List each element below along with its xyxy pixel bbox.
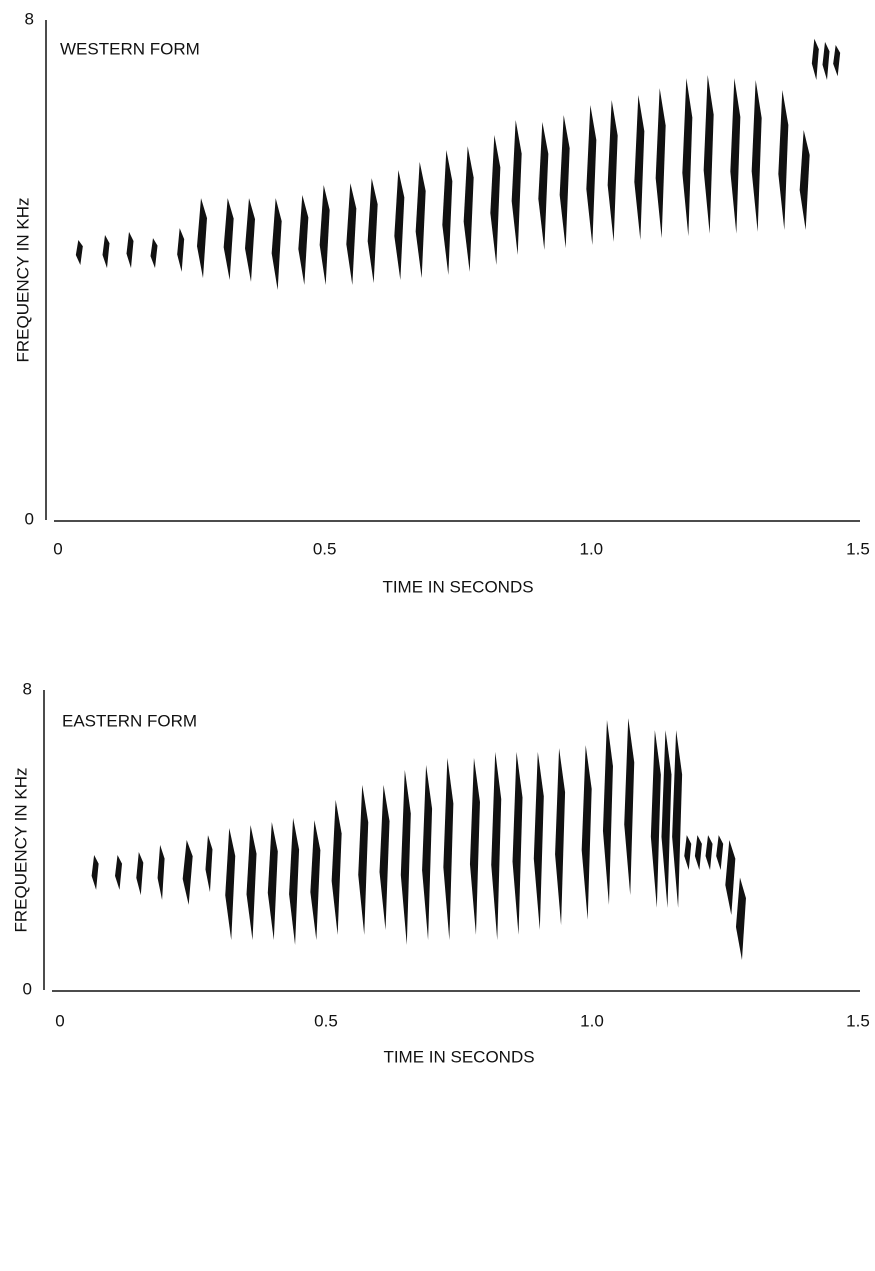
x-tick-label: 0 — [53, 539, 62, 558]
x-tick-label: 0.5 — [313, 539, 337, 558]
x-axis-label: TIME IN SECONDS — [382, 577, 533, 596]
note — [310, 820, 321, 941]
note — [182, 840, 193, 905]
note — [136, 852, 144, 896]
note — [177, 228, 185, 272]
y-tick-label: 0 — [23, 979, 32, 998]
note — [367, 178, 378, 284]
note — [778, 90, 789, 230]
note — [267, 822, 278, 941]
note — [75, 240, 83, 265]
note — [422, 765, 433, 941]
note — [811, 38, 819, 80]
note — [91, 855, 99, 890]
note — [799, 130, 810, 230]
note — [833, 45, 841, 77]
note — [415, 161, 426, 279]
y-axis-label: FREQUENCY IN KHz — [11, 768, 30, 933]
note — [538, 121, 549, 250]
note — [581, 745, 592, 920]
note — [346, 183, 357, 285]
note — [694, 835, 702, 870]
note — [150, 238, 158, 269]
note — [725, 840, 736, 915]
note — [682, 78, 693, 237]
note — [716, 835, 724, 870]
note — [400, 769, 411, 945]
note — [511, 120, 522, 255]
note — [469, 757, 480, 935]
x-tick-label: 1.0 — [580, 539, 604, 558]
panel-title: WESTERN FORM — [60, 39, 200, 58]
y-axis-label: FREQUENCY IN KHz — [13, 198, 32, 363]
note — [650, 730, 661, 908]
note — [331, 799, 342, 935]
y-tick-label: 8 — [25, 9, 34, 28]
x-axis-label: TIME IN SECONDS — [383, 1047, 534, 1066]
note — [491, 751, 502, 941]
panel-title: EASTERN FORM — [62, 711, 197, 730]
note — [102, 235, 110, 269]
note — [555, 748, 566, 926]
note — [443, 757, 454, 941]
note — [490, 135, 501, 265]
note — [533, 751, 544, 930]
note — [703, 75, 714, 234]
note — [126, 231, 134, 269]
note — [822, 41, 830, 80]
note — [394, 170, 405, 280]
x-tick-label: 0 — [55, 1011, 64, 1030]
note — [684, 835, 692, 870]
y-tick-label: 8 — [23, 679, 32, 698]
note — [661, 730, 672, 908]
note — [602, 720, 613, 905]
note — [705, 835, 713, 870]
note — [730, 78, 741, 234]
x-tick-label: 1.0 — [580, 1011, 604, 1030]
note — [735, 877, 746, 960]
note — [223, 198, 234, 280]
note — [246, 825, 257, 941]
note — [512, 751, 523, 935]
y-tick-label: 0 — [25, 509, 34, 528]
note — [197, 198, 207, 279]
note — [624, 718, 635, 896]
note — [115, 855, 123, 890]
x-tick-label: 1.5 — [846, 1011, 870, 1030]
note — [379, 784, 390, 930]
note — [463, 146, 474, 272]
note — [298, 195, 309, 285]
note — [672, 730, 683, 908]
note — [655, 88, 666, 239]
note — [586, 105, 597, 245]
note — [225, 828, 236, 941]
note — [751, 80, 762, 232]
note — [559, 115, 570, 249]
note — [205, 835, 213, 893]
note — [319, 185, 330, 285]
note — [157, 844, 165, 900]
x-tick-label: 0.5 — [314, 1011, 338, 1030]
note — [634, 95, 645, 240]
note — [607, 100, 618, 242]
note — [271, 198, 282, 290]
note — [358, 784, 369, 935]
note — [289, 817, 300, 945]
x-tick-label: 1.5 — [846, 539, 870, 558]
note — [245, 198, 255, 282]
note — [442, 150, 453, 275]
